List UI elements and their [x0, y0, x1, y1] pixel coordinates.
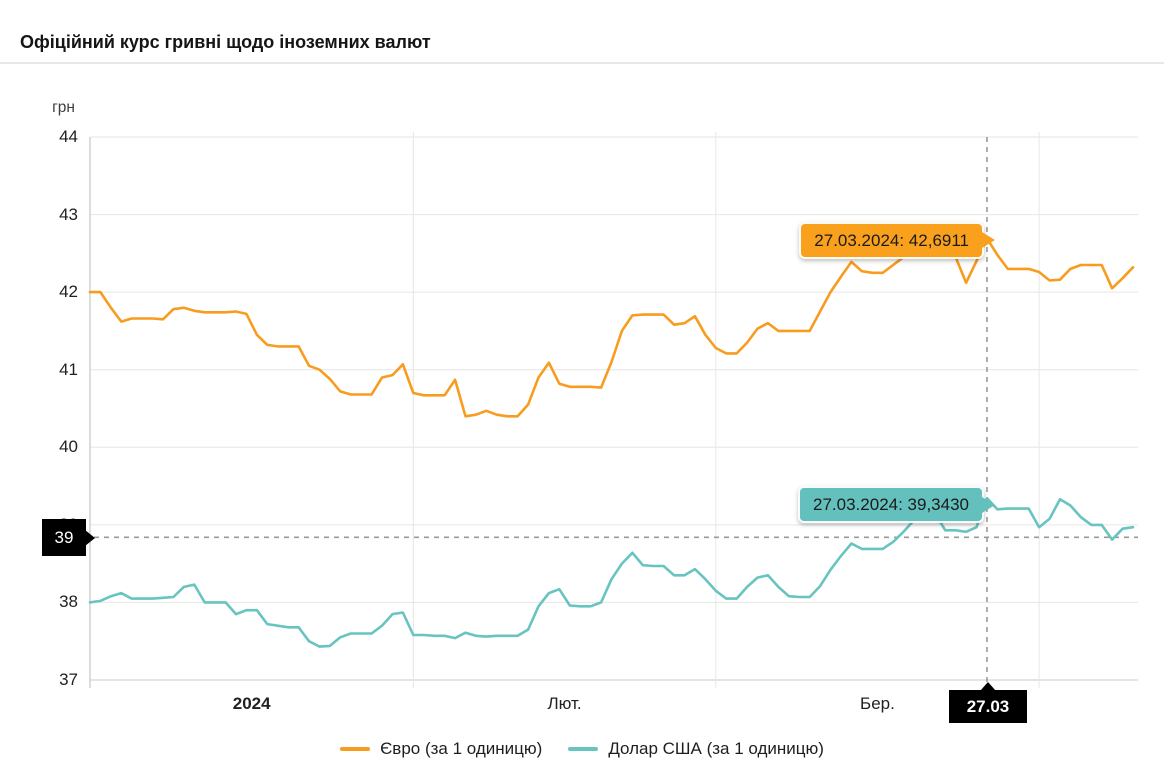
y-axis-unit-label: грн: [52, 99, 75, 116]
y-tick-label: 37: [59, 670, 78, 689]
y-tick-label: 40: [59, 437, 78, 457]
legend-item-usd[interactable]: Долар США (за 1 одиницю): [568, 739, 824, 759]
usd-line-swatch: [568, 747, 599, 751]
page-title: Офіційний курс гривні щодо іноземних вал…: [20, 32, 431, 53]
x-tick-label: Лют.: [547, 694, 582, 713]
x-tick-label: 2024: [232, 694, 271, 713]
usd-line: [88, 496, 1135, 648]
legend-label-usd: Долар США (за 1 одиницю): [608, 739, 824, 758]
cursor-y-badge: 39: [42, 519, 95, 556]
legend: Євро (за 1 одиницю) Долар США (за 1 один…: [0, 739, 1164, 759]
y-tick-label: 38: [59, 592, 78, 612]
y-tick-label: 44: [59, 127, 78, 146]
x-tick-label: Бер.: [860, 694, 895, 713]
legend-item-euro[interactable]: Євро (за 1 одиницю): [340, 739, 542, 759]
y-tick-label: 42: [59, 282, 78, 302]
tooltip-usd: 27.03.2024: 39,3430: [798, 486, 995, 524]
legend-label-euro: Євро (за 1 одиницю): [380, 739, 543, 758]
header-divider: [0, 62, 1164, 64]
tooltip-euro: 27.03.2024: 42,6911: [799, 221, 995, 259]
y-tick-label: 41: [59, 359, 78, 379]
y-tick-label: 43: [59, 204, 78, 224]
cursor-x-badge: 27.03: [949, 682, 1027, 723]
euro-line: [88, 237, 1135, 418]
euro-line-swatch: [340, 747, 371, 751]
